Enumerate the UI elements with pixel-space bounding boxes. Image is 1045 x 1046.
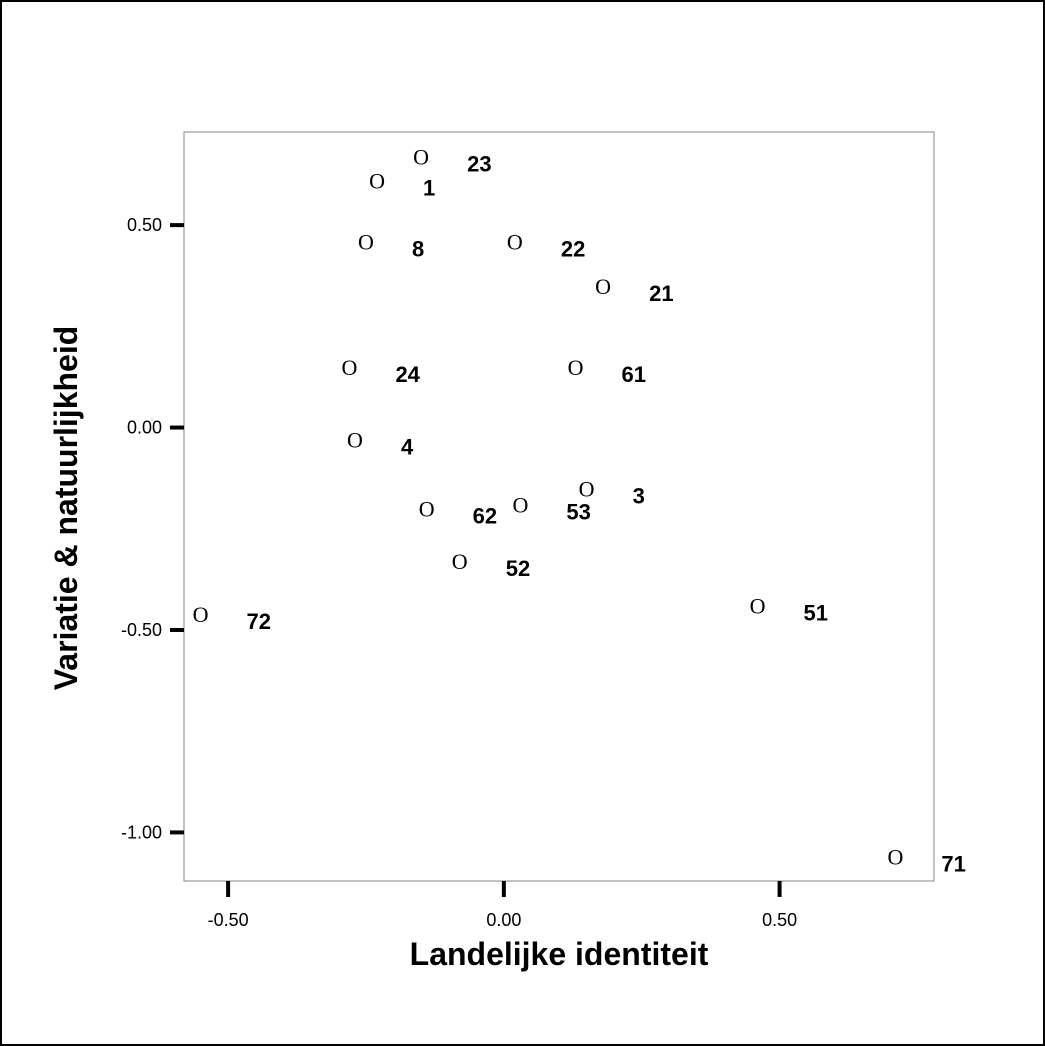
- point-marker: O: [452, 549, 468, 574]
- x-tick-label: 0.50: [762, 910, 797, 930]
- data-point-51: O 51: [750, 594, 828, 626]
- point-marker: O: [579, 476, 595, 501]
- point-label: 71: [941, 852, 965, 877]
- point-marker: O: [750, 594, 766, 619]
- point-marker: O: [507, 229, 523, 254]
- x-tick-label: -0.50: [208, 910, 249, 930]
- data-point-61: O 61: [568, 355, 646, 387]
- data-point-52: O 52: [452, 549, 530, 581]
- plot-area: [183, 131, 935, 882]
- y-tick-label: -1.00: [121, 822, 162, 842]
- point-marker: O: [512, 492, 528, 517]
- y-tick-label: 0.00: [127, 418, 162, 438]
- data-point-71: O 71: [887, 845, 965, 877]
- point-label: 24: [395, 362, 420, 387]
- data-point-62: O 62: [419, 497, 497, 529]
- point-marker: O: [358, 229, 374, 254]
- point-label: 23: [467, 151, 491, 176]
- point-label: 72: [247, 609, 271, 634]
- point-label: 8: [412, 236, 424, 261]
- point-label: 62: [473, 504, 497, 529]
- y-tick-label: -0.50: [121, 620, 162, 640]
- x-axis: -0.50 0.00 0.50: [208, 881, 797, 930]
- x-axis-title: Landelijke identiteit: [410, 936, 709, 972]
- data-points: O 23O 1O 8 O 22O 21O 24 O 61O 4O 3O 62 O 53O 52O 72O 51O 7…: [193, 144, 966, 876]
- data-point-24: O 24: [341, 355, 420, 387]
- point-marker: O: [413, 144, 429, 169]
- y-tick-label: 0.50: [127, 215, 162, 235]
- point-label: 22: [561, 236, 585, 261]
- point-marker: O: [595, 274, 611, 299]
- point-label: 21: [649, 281, 673, 306]
- point-label: 51: [804, 601, 828, 626]
- y-axis: 0.50 0.00 -0.50 -1.00: [121, 215, 184, 842]
- point-label: 52: [506, 556, 530, 581]
- point-label: 4: [401, 435, 414, 460]
- point-marker: O: [887, 845, 903, 870]
- y-axis-title: Variatie & natuurlijkheid: [48, 326, 84, 691]
- point-marker: O: [419, 497, 435, 522]
- point-marker: O: [369, 169, 385, 194]
- point-marker: O: [193, 602, 209, 627]
- point-label: 1: [423, 176, 435, 201]
- point-label: 3: [633, 483, 645, 508]
- point-label: 61: [622, 362, 646, 387]
- data-point-21: O 21: [595, 274, 673, 306]
- data-point-53: O 53: [512, 492, 590, 524]
- point-marker: O: [347, 428, 363, 453]
- data-point-22: O 22: [507, 229, 585, 261]
- data-point-23: O 23: [413, 144, 491, 176]
- point-label: 53: [566, 499, 590, 524]
- point-marker: O: [568, 355, 584, 380]
- x-tick-label: 0.00: [486, 910, 521, 930]
- data-point-72: O 72: [193, 602, 271, 634]
- point-marker: O: [341, 355, 357, 380]
